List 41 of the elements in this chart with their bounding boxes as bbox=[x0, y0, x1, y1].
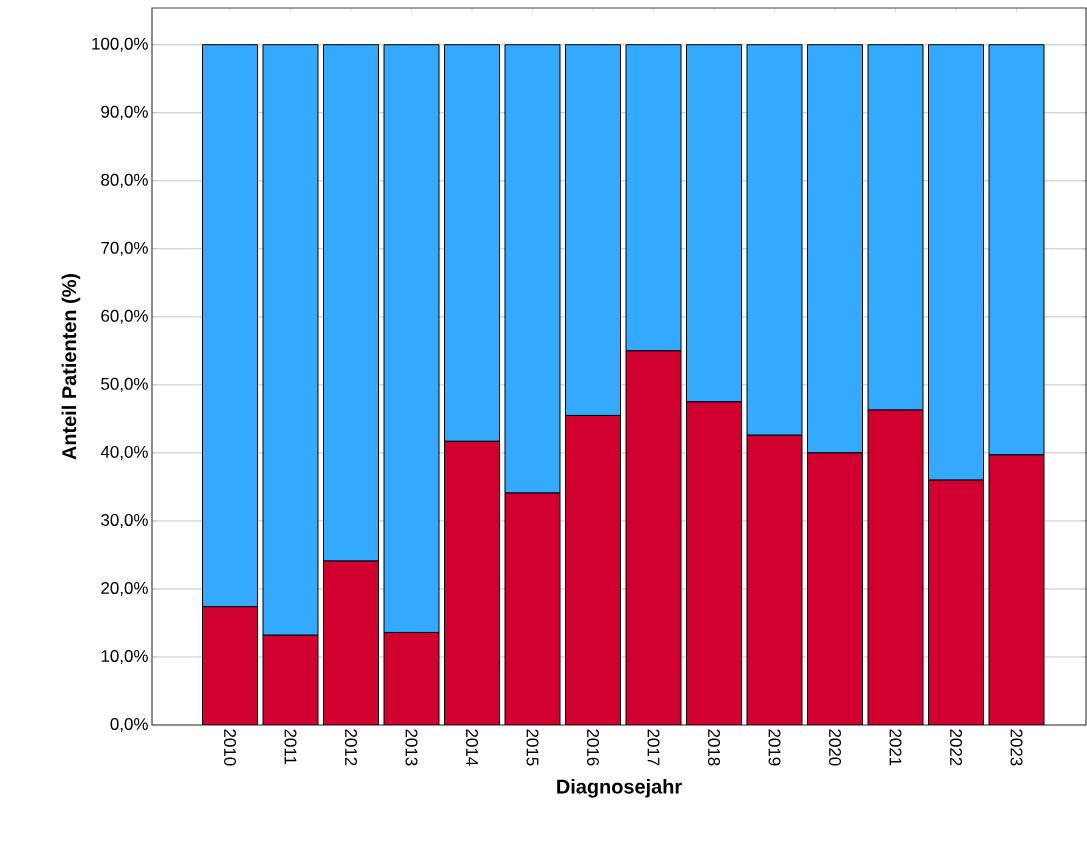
y-tick-label: 30,0% bbox=[101, 513, 148, 528]
x-tick-label: 2011 bbox=[284, 729, 297, 765]
y-tick-label: 60,0% bbox=[101, 309, 148, 324]
bar bbox=[988, 454, 1045, 725]
x-tick-label: 2014 bbox=[466, 729, 478, 766]
y-tick-label: 70,0% bbox=[101, 241, 148, 256]
x-tick-label: 2016 bbox=[587, 729, 599, 766]
y-tick-label: 100,0% bbox=[92, 37, 148, 52]
x-tick-label: 2018 bbox=[708, 729, 720, 766]
bar bbox=[868, 410, 924, 725]
x-tick-label: 2013 bbox=[405, 729, 418, 766]
y-tick-label: 0,0% bbox=[110, 718, 148, 732]
bar bbox=[323, 561, 379, 725]
y-tick-label: 50,0% bbox=[101, 377, 148, 392]
y-tick-label: 80,0% bbox=[101, 173, 148, 188]
x-tick-label: 2010 bbox=[224, 729, 236, 766]
x-tick-label: 2022 bbox=[950, 729, 963, 766]
bar bbox=[505, 493, 560, 725]
bar bbox=[807, 452, 863, 725]
bar bbox=[384, 632, 439, 725]
bar bbox=[928, 480, 984, 725]
bar bbox=[202, 606, 258, 725]
x-tick-label: 2017 bbox=[647, 729, 660, 766]
x-tick-label: 2015 bbox=[526, 729, 539, 766]
x-tick-label: 2019 bbox=[768, 729, 781, 766]
x-tick-label: 2023 bbox=[1010, 729, 1023, 766]
bar bbox=[444, 441, 500, 725]
x-tick-label: 2020 bbox=[829, 729, 841, 766]
bar bbox=[565, 415, 621, 725]
y-tick-label: 90,0% bbox=[101, 105, 148, 120]
y-tick-label: 10,0% bbox=[101, 649, 148, 664]
bar bbox=[626, 350, 681, 725]
x-tick-label: 2012 bbox=[345, 729, 357, 766]
x-axis-title: Diagnosejahr bbox=[557, 779, 682, 798]
x-tick-label: 2021 bbox=[889, 729, 902, 766]
bar bbox=[686, 401, 742, 725]
y-tick-label: 20,0% bbox=[101, 581, 148, 596]
y-axis-title: Anteil Patienten (%) bbox=[61, 273, 81, 460]
bar bbox=[263, 635, 318, 725]
y-tick-label: 40,0% bbox=[100, 445, 148, 460]
bar bbox=[747, 435, 803, 725]
